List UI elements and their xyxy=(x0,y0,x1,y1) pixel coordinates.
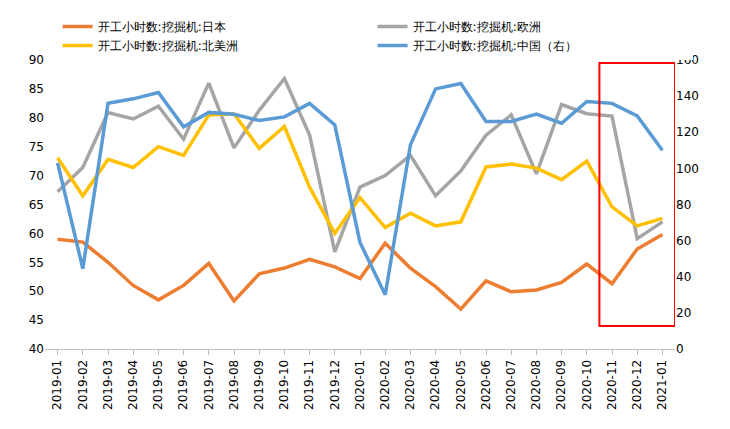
svg-text:90: 90 xyxy=(29,53,44,67)
svg-text:2020-10: 2020-10 xyxy=(580,360,594,410)
svg-text:60: 60 xyxy=(676,234,691,248)
svg-text:2020-12: 2020-12 xyxy=(630,360,644,410)
svg-text:2020-06: 2020-06 xyxy=(479,360,493,410)
svg-text:80: 80 xyxy=(676,198,691,212)
svg-text:2020-11: 2020-11 xyxy=(605,360,619,410)
svg-text:2019-06: 2019-06 xyxy=(177,360,191,410)
svg-text:2019-03: 2019-03 xyxy=(101,360,115,410)
svg-text:2020-01: 2020-01 xyxy=(353,360,367,410)
svg-text:70: 70 xyxy=(29,169,44,183)
svg-text:2019-01: 2019-01 xyxy=(51,360,65,410)
svg-text:2019-11: 2019-11 xyxy=(303,360,317,410)
svg-text:55: 55 xyxy=(29,255,44,269)
svg-text:80: 80 xyxy=(29,111,44,125)
svg-text:2020-02: 2020-02 xyxy=(378,360,392,410)
svg-text:75: 75 xyxy=(29,140,44,154)
svg-text:45: 45 xyxy=(29,313,44,327)
svg-text:2019-07: 2019-07 xyxy=(202,360,216,410)
svg-text:2020-05: 2020-05 xyxy=(454,360,468,410)
svg-text:100: 100 xyxy=(676,162,699,176)
svg-text:85: 85 xyxy=(29,82,44,96)
svg-text:20: 20 xyxy=(676,306,691,320)
svg-text:开工小时数:挖掘机:中国（右）: 开工小时数:挖掘机:中国（右） xyxy=(413,39,577,53)
svg-text:开工小时数:挖掘机:欧洲: 开工小时数:挖掘机:欧洲 xyxy=(413,20,541,34)
svg-text:2019-04: 2019-04 xyxy=(126,360,140,410)
svg-text:2019-12: 2019-12 xyxy=(328,360,342,410)
svg-text:开工小时数:挖掘机:日本: 开工小时数:挖掘机:日本 xyxy=(98,20,226,34)
svg-text:65: 65 xyxy=(29,198,44,212)
svg-text:2019-02: 2019-02 xyxy=(76,360,90,410)
svg-text:40: 40 xyxy=(29,342,44,356)
svg-text:2020-09: 2020-09 xyxy=(555,360,569,410)
svg-text:2020-07: 2020-07 xyxy=(504,360,518,410)
svg-text:0: 0 xyxy=(676,342,684,356)
svg-text:160: 160 xyxy=(676,53,699,68)
svg-text:开工小时数:挖掘机:北美洲: 开工小时数:挖掘机:北美洲 xyxy=(98,39,238,53)
svg-text:2019-10: 2019-10 xyxy=(277,360,291,410)
svg-text:50: 50 xyxy=(29,284,44,298)
svg-text:60: 60 xyxy=(29,227,44,241)
svg-text:2021-01: 2021-01 xyxy=(655,360,669,410)
svg-text:140: 140 xyxy=(676,89,699,103)
svg-text:2019-09: 2019-09 xyxy=(252,360,266,410)
svg-text:120: 120 xyxy=(676,125,699,139)
svg-text:2019-08: 2019-08 xyxy=(227,360,241,410)
svg-text:2020-04: 2020-04 xyxy=(429,360,443,410)
svg-text:40: 40 xyxy=(676,270,691,284)
svg-text:2020-03: 2020-03 xyxy=(403,360,417,410)
svg-text:2020-08: 2020-08 xyxy=(529,360,543,410)
svg-text:2019-05: 2019-05 xyxy=(151,360,165,410)
